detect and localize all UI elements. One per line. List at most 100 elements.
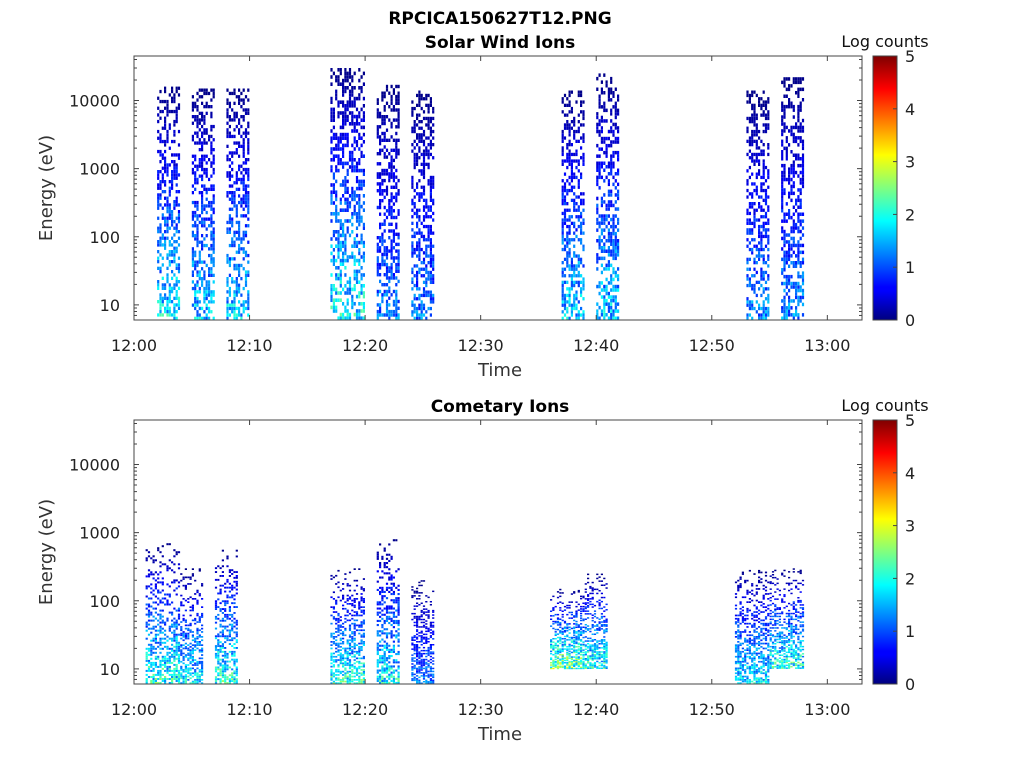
heatmap-cell xyxy=(330,100,333,104)
heatmap-cell xyxy=(344,309,347,313)
heatmap-cell xyxy=(214,608,218,610)
heatmap-cell xyxy=(353,129,356,133)
heatmap-cell xyxy=(235,580,238,583)
heatmap-cell xyxy=(420,313,423,317)
heatmap-cell xyxy=(221,674,224,677)
heatmap-cell xyxy=(177,676,181,678)
heatmap-cell xyxy=(228,666,231,669)
heatmap-cell xyxy=(790,254,793,258)
heatmap-cell xyxy=(425,136,428,140)
heatmap-cell xyxy=(224,647,227,649)
heatmap-cell xyxy=(194,300,197,304)
heatmap-cell xyxy=(360,143,363,148)
heatmap-cell xyxy=(762,123,765,127)
heatmap-cell xyxy=(238,121,241,125)
heatmap-cell xyxy=(180,637,183,640)
heatmap-cell xyxy=(157,669,160,672)
heatmap-cell xyxy=(228,171,231,175)
heatmap-cell xyxy=(205,171,208,175)
heatmap-cell xyxy=(173,313,176,317)
heatmap-cell xyxy=(346,654,349,656)
heatmap-cell xyxy=(573,159,576,163)
heatmap-cell xyxy=(603,91,606,95)
heatmap-cell xyxy=(184,632,187,635)
heatmap-cell xyxy=(797,125,800,130)
heatmap-cell xyxy=(187,654,190,656)
heatmap-cell xyxy=(783,170,786,175)
heatmap-burst xyxy=(145,543,181,684)
heatmap-cell xyxy=(792,250,795,255)
heatmap-cell xyxy=(758,306,761,311)
heatmap-cell xyxy=(212,161,215,165)
heatmap-cell xyxy=(612,288,615,292)
heatmap-cell xyxy=(191,253,194,258)
heatmap-cell xyxy=(355,672,359,675)
heatmap-cell xyxy=(339,655,342,658)
heatmap-cell xyxy=(429,224,432,229)
heatmap-cell xyxy=(168,283,171,287)
heatmap-cell xyxy=(187,672,190,675)
heatmap-cell xyxy=(332,591,335,594)
heatmap-cell xyxy=(577,179,580,183)
heatmap-cell xyxy=(164,296,167,300)
heatmap-cell xyxy=(346,609,349,612)
heatmap-cell xyxy=(381,232,384,236)
heatmap-cell xyxy=(235,280,238,284)
heatmap-cell xyxy=(783,125,786,130)
heatmap-cell xyxy=(147,659,151,662)
heatmap-cell xyxy=(247,171,250,175)
heatmap-cell xyxy=(247,184,250,188)
heatmap-cell xyxy=(390,212,393,216)
heatmap-cell xyxy=(226,617,229,620)
heatmap-cell xyxy=(360,219,363,223)
heatmap-cell xyxy=(598,94,601,98)
heatmap-cell xyxy=(760,306,763,311)
heatmap-cell xyxy=(785,316,788,320)
heatmap-cell xyxy=(339,226,342,230)
heatmap-cell xyxy=(413,247,416,252)
heatmap-cell xyxy=(561,228,564,232)
heatmap-cell xyxy=(337,674,340,676)
heatmap-cell xyxy=(335,154,338,158)
heatmap-cell xyxy=(783,104,786,109)
heatmap-cell xyxy=(168,240,171,244)
heatmap-cell xyxy=(171,96,174,100)
heatmap-cell xyxy=(159,153,162,157)
heatmap-cell xyxy=(339,599,342,602)
heatmap-cell xyxy=(360,276,363,281)
heatmap-cell xyxy=(171,260,174,264)
heatmap-cell xyxy=(353,158,356,162)
heatmap-cell xyxy=(189,669,192,671)
heatmap-cell xyxy=(171,678,174,680)
heatmap-cell xyxy=(177,680,181,682)
heatmap-cell xyxy=(152,559,155,562)
heatmap-cell xyxy=(580,257,583,261)
heatmap-cell xyxy=(224,641,227,644)
heatmap-cell xyxy=(346,197,349,202)
heatmap-cell xyxy=(411,100,414,104)
heatmap-cell xyxy=(395,276,398,280)
heatmap-cell xyxy=(353,71,356,76)
heatmap-cell xyxy=(376,108,379,112)
heatmap-cell xyxy=(797,91,800,95)
heatmap-cell xyxy=(413,316,416,320)
heatmap-cell xyxy=(610,224,613,229)
heatmap-cell xyxy=(353,654,356,656)
heatmap-cell xyxy=(166,220,169,224)
heatmap-cell xyxy=(201,247,204,251)
heatmap-cell xyxy=(395,316,398,320)
heatmap-cell xyxy=(395,155,398,159)
heatmap-cell xyxy=(799,80,802,85)
heatmap-cell xyxy=(413,264,416,268)
heatmap-cell xyxy=(196,591,199,594)
heatmap-cell xyxy=(758,224,761,229)
heatmap-cell xyxy=(617,112,620,116)
heatmap-cell xyxy=(760,185,763,189)
heatmap-cell xyxy=(612,150,615,155)
heatmap-cell xyxy=(397,125,400,129)
heatmap-cell xyxy=(164,645,167,648)
heatmap-cell xyxy=(344,284,347,288)
heatmap-cell xyxy=(201,682,204,684)
heatmap-cell xyxy=(159,647,162,650)
heatmap-cell xyxy=(785,77,788,81)
